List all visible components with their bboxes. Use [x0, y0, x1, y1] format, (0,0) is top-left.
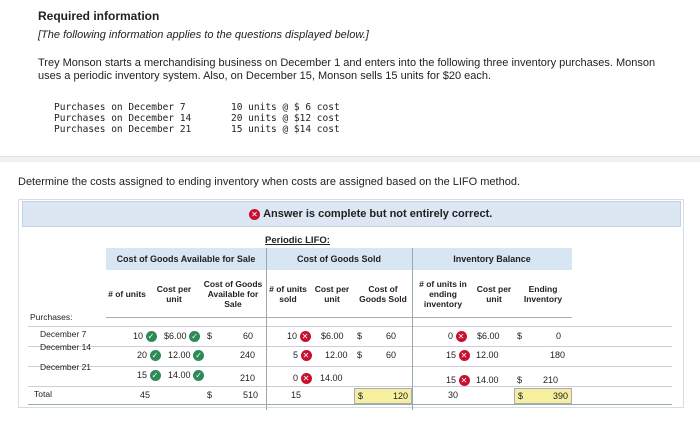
col-cogas: Cost of Goods Available for Sale [200, 270, 266, 318]
cogs-header: Cost of Goods Sold [266, 248, 412, 270]
purchase-label: Purchases on December 14 [54, 113, 192, 124]
feedback-status: ✕ Answer is complete but not entirely co… [249, 208, 492, 220]
incorrect-icon: ✕ [455, 331, 467, 342]
table-row [28, 327, 672, 347]
end-cost-cell: $6.00 [477, 331, 500, 341]
col-units-sold: # of units sold [266, 270, 310, 318]
check-icon: ✓ [149, 350, 161, 361]
row-label-total: Total [34, 389, 52, 399]
currency-symbol: $ [207, 331, 213, 341]
question-text: Determine the costs assigned to ending i… [18, 176, 521, 188]
total-cogas: 510 [243, 390, 259, 400]
purchase-line: Purchases on December 7 10 units @ $ 6 co… [54, 102, 340, 113]
incorrect-icon: ✕ [458, 350, 470, 361]
currency-symbol: $ [358, 391, 364, 401]
end-cost-cell: 14.00 [476, 375, 499, 385]
table-row [28, 347, 672, 367]
problem-text: Trey Monson starts a merchandising busin… [38, 57, 656, 82]
total-units-sold: 15 [291, 390, 302, 400]
cost-cell[interactable]: $6.00 ✓ [164, 331, 201, 342]
col-ending-inventory: Ending Inventory [514, 270, 572, 318]
cogas-cell: 210 [240, 373, 256, 383]
col-units-ending: # of units in ending inventory [412, 270, 474, 318]
purchases-list: Purchases on December 7 10 units @ $ 6 co… [54, 102, 340, 135]
units-cell[interactable]: 10 ✓ [133, 331, 157, 342]
cost-sold-cell: $6.00 [321, 331, 344, 341]
total-units: 45 [140, 390, 151, 400]
currency-symbol: $ [207, 390, 213, 400]
end-units-cell[interactable]: 0 ✕ [448, 331, 467, 342]
units-sold-cell[interactable]: 10 ✕ [287, 331, 311, 342]
currency-symbol: $ [517, 331, 523, 341]
cogas-cell: 240 [240, 350, 256, 360]
units-sold-cell[interactable]: 0 ✕ [293, 373, 312, 384]
purchase-line: Purchases on December 14 20 units @ $12 c… [54, 113, 340, 124]
total-ending: 390 [552, 391, 568, 401]
check-icon: ✓ [189, 331, 201, 342]
incorrect-icon: ✕ [249, 208, 260, 220]
purchase-detail: 10 units @ $ 6 cost [231, 102, 340, 113]
check-icon: ✓ [149, 370, 161, 381]
incorrect-icon: ✕ [299, 331, 311, 342]
purchases-label: Purchases: [30, 312, 73, 322]
table-row [28, 367, 672, 387]
units-cell[interactable]: 20 ✓ [137, 350, 161, 361]
purchase-detail: 15 units @ $14 cost [231, 124, 340, 135]
cost-cell[interactable]: 14.00 ✓ [168, 370, 205, 381]
check-icon: ✓ [193, 350, 205, 361]
purchase-label: Purchases on December 7 [54, 102, 186, 113]
col-cost-per-unit-sold: Cost per unit [310, 270, 354, 318]
method-title: Periodic LIFO: [265, 235, 330, 246]
col-units: # of units [106, 270, 148, 318]
cogs-cell: 60 [386, 350, 397, 360]
check-icon: ✓ [193, 370, 205, 381]
required-info-title: Required information [38, 9, 160, 23]
currency-symbol: $ [357, 331, 363, 341]
feedback-text: Answer is complete but not entirely corr… [263, 208, 493, 220]
total-end-units: 30 [448, 390, 459, 400]
col-cost-per-unit: Cost per unit [148, 270, 200, 318]
currency-symbol: $ [517, 375, 523, 385]
cost-sold-cell: 14.00 [320, 373, 343, 383]
total-ending-field[interactable]: $ 390 [514, 388, 572, 404]
incorrect-icon: ✕ [300, 350, 312, 361]
info-note: [The following information applies to th… [38, 29, 369, 41]
units-cell[interactable]: 15 ✓ [137, 370, 161, 381]
feedback-banner [22, 201, 681, 227]
cogs-cell: 60 [386, 331, 397, 341]
ending-header: Inventory Balance [412, 248, 572, 270]
currency-symbol: $ [357, 350, 363, 360]
purchase-detail: 20 units @ $12 cost [231, 113, 340, 124]
col-cogs: Cost of Goods Sold [354, 270, 412, 318]
divider [0, 156, 700, 162]
divider [412, 248, 413, 410]
units-sold-cell[interactable]: 5 ✕ [293, 350, 312, 361]
end-value-cell: 180 [550, 350, 566, 360]
cost-cell[interactable]: 12.00 ✓ [168, 350, 205, 361]
end-value-cell: 0 [556, 331, 562, 341]
total-cogs-field[interactable]: $ 120 [354, 388, 412, 404]
end-units-cell[interactable]: 15 ✕ [446, 375, 470, 386]
currency-symbol: $ [518, 391, 524, 401]
incorrect-icon: ✕ [300, 373, 312, 384]
purchase-line: Purchases on December 21 15 units @ $14 c… [54, 124, 340, 135]
total-row [28, 387, 672, 405]
purchase-label: Purchases on December 21 [54, 124, 192, 135]
end-cost-cell: 12.00 [476, 350, 499, 360]
incorrect-icon: ✕ [458, 375, 470, 386]
total-cogs: 120 [392, 391, 408, 401]
col-cost-per-unit-ending: Cost per unit [474, 270, 514, 318]
check-icon: ✓ [145, 331, 157, 342]
end-value-cell: 210 [543, 375, 559, 385]
cost-sold-cell: 12.00 [325, 350, 348, 360]
purchases-row [28, 318, 672, 327]
cogas-header: Cost of Goods Available for Sale [106, 248, 266, 270]
end-units-cell[interactable]: 15 ✕ [446, 350, 470, 361]
divider [266, 248, 267, 410]
row-label-dec7: December 7 [40, 329, 87, 339]
cogas-cell: 60 [243, 331, 254, 341]
row-label-dec14: December 14 [40, 342, 92, 352]
row-label-dec21: December 21 [40, 362, 92, 372]
